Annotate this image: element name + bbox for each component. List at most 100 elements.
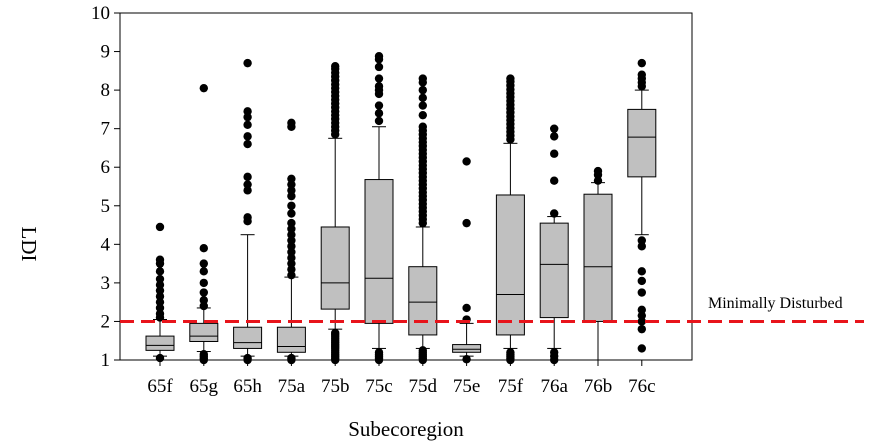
x-tick-label: 65g [190, 376, 219, 397]
outlier-point [418, 74, 427, 83]
outlier-point [550, 176, 559, 185]
outlier-point [287, 247, 296, 257]
outlier-point [287, 242, 296, 251]
x-tick-label: 76b [584, 376, 613, 397]
outlier-point [637, 317, 646, 326]
outlier-point [199, 83, 208, 93]
outlier-point [287, 118, 296, 128]
outlier-point [243, 213, 252, 222]
outlier-point [243, 353, 252, 363]
x-tick-label: 75b [321, 376, 350, 397]
box-body [627, 108, 657, 178]
y-tick-label: 6 [101, 157, 111, 178]
box-group-65h [233, 58, 263, 365]
x-tick-label: 75c [365, 376, 392, 397]
box-group-75b [320, 62, 350, 365]
outlier-point [243, 139, 252, 149]
outlier-point [637, 242, 646, 251]
outlier-point [506, 348, 515, 357]
box-group-76a [539, 124, 569, 365]
outlier-point [637, 324, 646, 334]
outlier-point [637, 305, 646, 315]
x-tick-label: 75a [278, 376, 306, 397]
outlier-point [199, 243, 208, 253]
outlier-point [550, 124, 559, 133]
box-series [145, 51, 657, 365]
outlier-point [462, 355, 471, 364]
box-group-75d [408, 74, 438, 365]
y-tick-label: 9 [101, 42, 111, 63]
outlier-point [243, 112, 252, 122]
outlier-point [462, 157, 471, 166]
outlier-point [199, 267, 208, 276]
outlier-point [418, 122, 427, 131]
box-body [320, 226, 350, 310]
box-group-75e [452, 157, 482, 364]
outlier-point [374, 348, 384, 357]
y-tick-label: 5 [101, 196, 111, 217]
y-tick-label: 3 [101, 273, 111, 294]
outlier-point [374, 109, 384, 118]
outlier-point [418, 346, 427, 355]
outlier-point [243, 132, 252, 141]
outlier-point [637, 276, 646, 286]
outlier-point [287, 265, 296, 274]
y-tick-label: 8 [101, 80, 111, 101]
outlier-point [506, 74, 515, 83]
outlier-point [155, 280, 165, 290]
outlier-point [287, 186, 296, 195]
x-tick-label: 75e [453, 376, 480, 397]
box-group-76c [627, 58, 657, 353]
outlier-point [199, 259, 208, 268]
outlier-point [374, 51, 384, 61]
outlier-point [199, 350, 208, 359]
outlier-point [637, 267, 646, 276]
outlier-point [637, 311, 646, 320]
outlier-point [550, 209, 559, 218]
y-axis-title: LDI [17, 227, 41, 262]
outlier-point [243, 107, 252, 116]
box-group-65g [189, 83, 219, 365]
outlier-point [637, 70, 646, 79]
outlier-point [418, 101, 427, 110]
outlier-point [155, 292, 165, 301]
y-tick-label: 4 [101, 234, 111, 255]
outlier-point [550, 132, 559, 141]
outlier-point [331, 62, 340, 71]
outlier-point [287, 201, 296, 210]
x-tick-label: 65h [233, 376, 262, 397]
outlier-point [199, 301, 208, 311]
outlier-point [287, 224, 296, 234]
outlier-point [287, 259, 296, 268]
x-tick-label: 75f [498, 376, 524, 397]
outlier-point [155, 297, 165, 307]
outlier-point [155, 274, 165, 284]
outlier-point [418, 110, 427, 120]
y-tick-label: 2 [101, 311, 111, 332]
box-body [189, 322, 219, 342]
x-axis-ticks: 65f 65g 65h 75a 75b 75c 75d 75e 75f 76a 76b 76c [147, 360, 656, 397]
outlier-point [155, 309, 165, 318]
outlier-point [155, 353, 165, 363]
outlier-point [462, 218, 471, 228]
outlier-point [374, 74, 384, 83]
box-body [408, 266, 438, 336]
y-tick-label: 1 [101, 350, 111, 371]
outlier-point [243, 172, 252, 182]
outlier-point [287, 174, 296, 183]
outlier-point [418, 85, 427, 95]
outlier-point [287, 270, 296, 280]
outlier-point [287, 191, 296, 201]
outlier-point [593, 176, 603, 185]
outlier-point [243, 180, 252, 189]
plot-area [119, 12, 693, 361]
box-group-75f [495, 74, 525, 365]
outlier-point [374, 101, 384, 110]
outlier-point [243, 186, 252, 195]
plot-frame [119, 12, 693, 361]
x-tick-label: 75d [409, 376, 438, 397]
box-body [495, 194, 525, 336]
outlier-point [637, 288, 646, 297]
outlier-point [550, 348, 559, 357]
outlier-point [155, 286, 165, 295]
